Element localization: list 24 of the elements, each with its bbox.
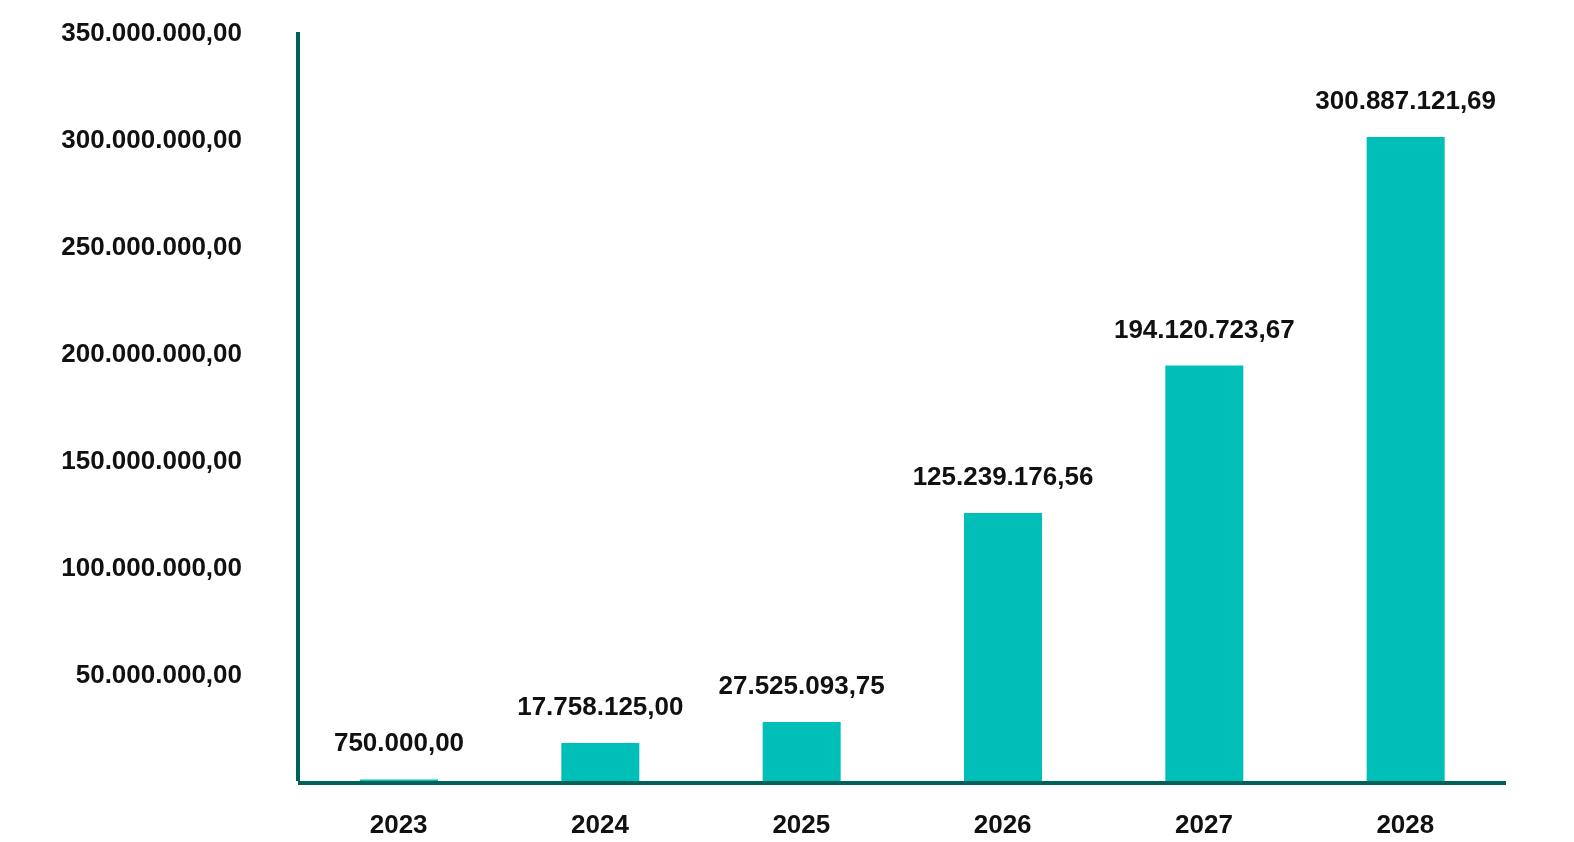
data-label: 27.525.093,75 bbox=[718, 670, 885, 701]
bar bbox=[964, 512, 1042, 781]
x-tick-label: 2023 bbox=[369, 809, 428, 840]
data-label: 125.239.176,56 bbox=[912, 460, 1094, 491]
y-tick-label: 50.000.000,00 bbox=[75, 659, 242, 690]
data-label: 300.887.121,69 bbox=[1315, 85, 1497, 116]
y-tick-label: 100.000.000,00 bbox=[61, 552, 242, 583]
x-tick-label: 2028 bbox=[1376, 809, 1435, 840]
y-tick-label: 150.000.000,00 bbox=[61, 445, 242, 476]
x-tick-label: 2027 bbox=[1175, 809, 1233, 840]
data-label: 194.120.723,67 bbox=[1113, 313, 1295, 344]
bar bbox=[1366, 137, 1445, 781]
bar bbox=[762, 722, 841, 781]
x-tick-label: 2025 bbox=[772, 809, 831, 840]
data-label: 750.000,00 bbox=[333, 727, 465, 758]
x-tick-label: 2024 bbox=[571, 809, 630, 840]
x-tick-label: 2026 bbox=[973, 809, 1032, 840]
bar bbox=[1165, 365, 1244, 781]
y-tick-label: 300.000.000,00 bbox=[61, 124, 242, 155]
y-tick-label: 250.000.000,00 bbox=[61, 231, 242, 262]
y-tick-label: 350.000.000,00 bbox=[61, 17, 242, 48]
y-tick-label: 200.000.000,00 bbox=[61, 338, 242, 369]
bar bbox=[561, 743, 640, 781]
data-label: 17.758.125,00 bbox=[517, 691, 684, 721]
